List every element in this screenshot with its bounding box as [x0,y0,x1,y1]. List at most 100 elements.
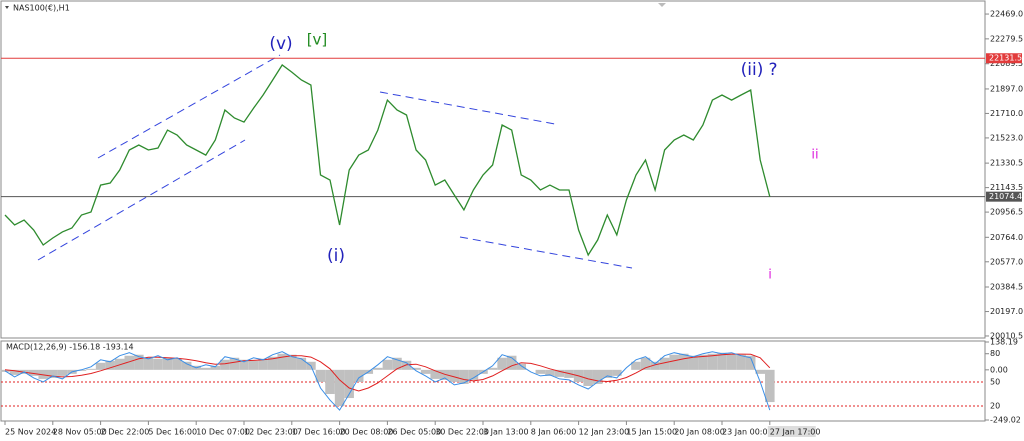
macd-bar [181,361,192,370]
x-tick-label: 2 Dec 22:00 [101,428,150,437]
macd-bar [392,357,402,370]
macd-bar [143,357,154,370]
y-tick-label: 22089.5 [990,59,1023,68]
macd-bar [439,369,450,380]
y-tick-label: 21143.5 [990,183,1023,192]
x-tick-label: 30 Dec 22:00 [435,428,489,437]
macd-pane [0,340,986,422]
macd-bar [296,357,307,370]
level-label: 50 [990,378,1000,387]
macd-bar [765,369,775,403]
x-tick-label: 20 Jan 08:00 [674,428,725,437]
macd-bar [353,369,364,382]
macd-bar [669,354,679,370]
y-tick-label: 20384.5 [990,282,1023,291]
macd-bar [38,369,49,379]
y-tick-label: 20197.0 [990,307,1023,316]
macd-bar [411,367,421,370]
channel-line [37,139,246,261]
macd-bar [583,369,593,386]
macd-bar [516,363,527,370]
price-label: 22131.5 [989,54,1022,63]
macd-bar [200,367,211,370]
macd-bar [726,353,737,370]
y-tick-label: 138.19 [990,338,1018,347]
y-tick-label: 20956.5 [990,208,1023,217]
macd-bar [592,369,603,384]
macd-bar [382,359,393,370]
macd-bar [612,369,622,376]
macd-bar [650,361,660,370]
macd-bar [545,369,555,376]
macd-line [4,353,771,392]
price-line-series [4,64,771,257]
macd-bar [755,369,766,374]
macd-bar [602,369,613,378]
macd-bar [76,369,87,371]
channel-line [459,236,633,269]
macd-bar [315,369,326,382]
price-label: 21074.4 [989,192,1022,201]
scroll-icon [658,3,666,7]
macd-bar [717,352,727,370]
macd-bar [631,361,641,370]
macd-bar [420,369,431,374]
price-pane [0,0,986,339]
macd-bar [554,369,565,377]
wave-label: (ii) [741,60,764,80]
x-tick-label: 26 Dec 05:00 [387,428,441,437]
macd-bar [277,353,288,370]
macd-bar [707,353,718,370]
x-tick-label: 10 Dec 07:00 [196,428,250,437]
macd-bar [678,353,689,370]
price-label-box [986,191,1022,202]
menu-icon [5,6,9,9]
macd-bar [497,357,507,370]
channel-line [97,54,281,159]
macd-bar [124,355,135,370]
macd-bar [248,360,259,370]
x-tick-label: 27 Jan 17:00 [770,428,821,437]
x-tick-label: 28 Nov 05:00 [53,428,107,437]
macd-bar [487,367,498,370]
macd-bar [698,354,708,370]
x-tick-label: 15 Jan 15:00 [626,428,677,437]
x-tick-label: 17 Dec 16:00 [292,428,346,437]
y-tick-label: 22279.5 [990,34,1023,43]
y-tick-label: 21897.0 [990,84,1023,93]
y-tick-label: -249.02 [990,416,1021,425]
price-label-box [986,53,1022,64]
macd-bar [9,369,20,375]
macd-bar [640,357,651,370]
macd-bar [57,369,68,376]
macd-bar [267,356,278,370]
macd-bar [86,368,96,370]
macd-bar [162,357,173,370]
macd-bar [220,359,230,370]
y-tick-label: 80 [990,349,1000,358]
macd-bar [430,369,440,379]
wave-label: (v) [269,34,292,54]
level-label: 20 [990,402,1000,411]
x-tick-label: 23 Jan 00:00 [722,428,773,437]
macd-bar [449,369,460,382]
y-tick-label: 22469.0 [990,10,1023,19]
y-tick-label: 0.00 [990,365,1008,374]
y-tick-label: 20010.5 [990,331,1023,340]
y-tick-label: 20577.0 [990,257,1023,266]
macd-bar [210,365,221,370]
x-tick-label: 8 Jan 06:00 [531,428,577,437]
chart-title: NAS100(€),H1 [13,4,70,13]
x-tick-label: 5 Dec 16:00 [148,428,197,437]
macd-bar [459,369,469,384]
y-tick-label: 21710.0 [990,109,1023,118]
wave-label: [v] [307,31,328,49]
x-tick-label: 3 Jan 13:00 [483,428,529,437]
macd-bar [736,354,746,370]
macd-bar [688,355,699,370]
x-tick-label: 12 Dec 23:00 [244,428,298,437]
macd-bar [28,369,39,376]
macd-bar [334,369,345,407]
channel-line [379,91,556,125]
